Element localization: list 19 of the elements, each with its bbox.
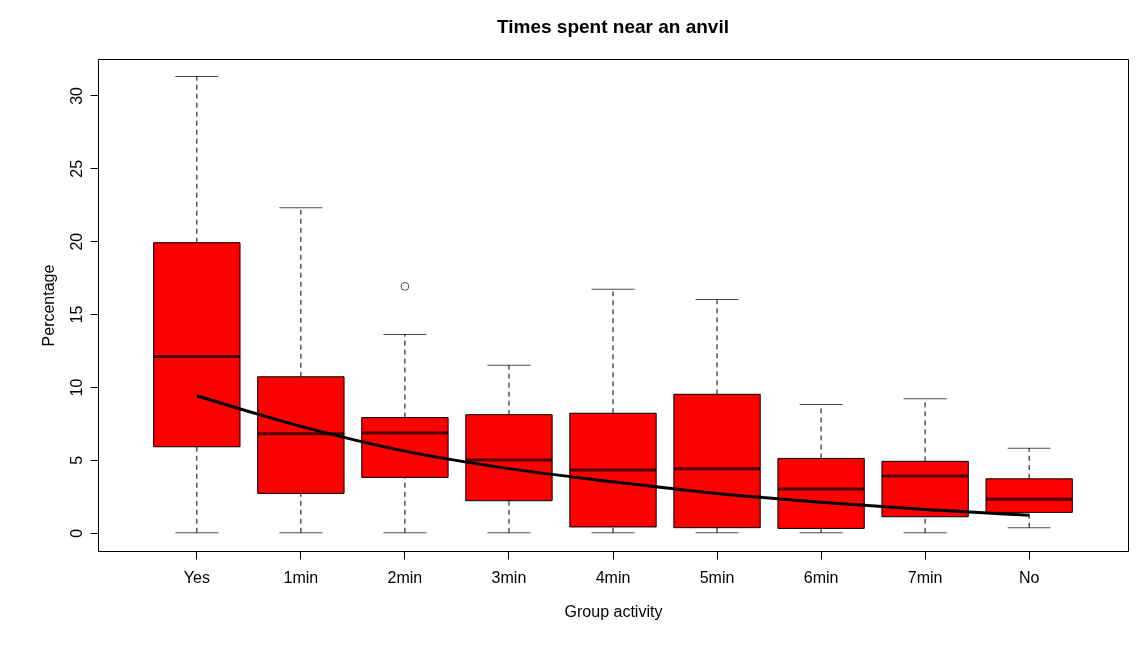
y-tick-label: 25 — [67, 159, 85, 178]
x-tick-label: No — [1018, 568, 1040, 586]
x-tick-label: 6min — [803, 568, 839, 586]
x-tick-label: Yes — [183, 568, 210, 586]
x-tick-label: 4min — [595, 568, 631, 586]
y-tick-label: 0 — [67, 528, 85, 538]
y-tick-label: 30 — [67, 86, 85, 105]
y-tick-label: 10 — [67, 378, 85, 397]
chart-title: Times spent near an anvil — [497, 16, 729, 37]
x-tick-label: 2min — [387, 568, 423, 586]
y-tick-label: 15 — [67, 305, 85, 324]
y-tick-label: 20 — [67, 232, 85, 251]
y-tick-label: 5 — [67, 455, 85, 465]
x-tick-label: 5min — [699, 568, 735, 586]
y-axis-title: Percentage — [39, 264, 57, 347]
x-tick-label: 3min — [491, 568, 527, 586]
x-tick-label: 1min — [283, 568, 319, 586]
x-tick-label: 7min — [907, 568, 943, 586]
x-axis-title: Group activity — [564, 602, 663, 620]
